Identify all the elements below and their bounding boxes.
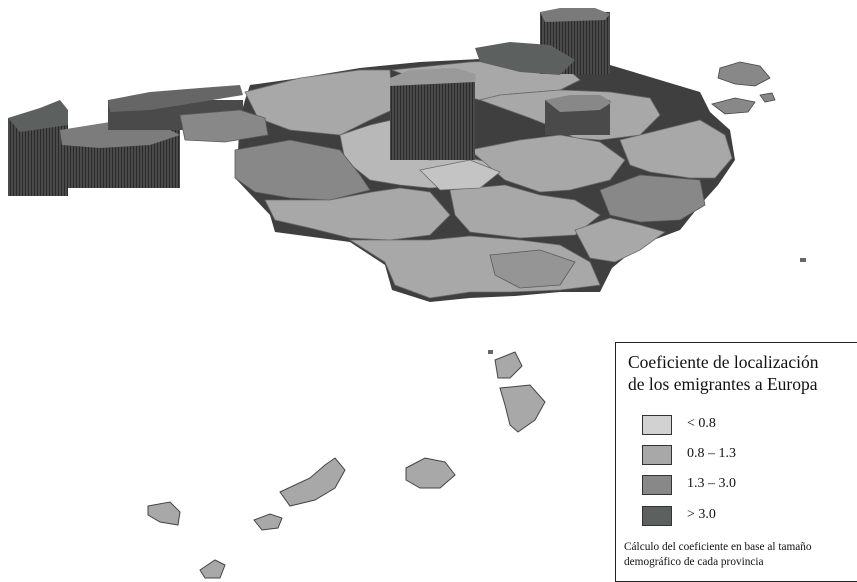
legend-label: 1.3 – 3.0 [687,476,736,491]
enclave-specks [488,258,806,354]
legend-item-1-3-3-0: 1.3 – 3.0 [642,475,842,497]
valencia-prism [545,95,612,135]
province-region [419,159,501,191]
map-legend: Coeficiente de localización de los emigr… [615,342,857,582]
province-region [489,249,576,289]
catalonia-prism [475,8,610,75]
legend-title: Coeficiente de localización de los emigr… [628,351,853,395]
province-region [244,69,393,136]
legend-label: > 3.0 [687,507,716,522]
legend-title-line-1: Coeficiente de localización [628,352,819,372]
legend-title-line-2: de los emigrantes a Europa [628,374,818,394]
legend-item-0-8-1-3: 0.8 – 1.3 [642,445,842,467]
province-region [574,217,666,263]
galicia-asturias [8,85,269,196]
canary-islands [147,351,546,579]
province-region [234,139,371,201]
madrid-prism [390,68,476,160]
legend-swatch [642,475,672,495]
legend-note: Cálculo del coeficiente en base al tamañ… [624,540,857,570]
legend-item-lt-0-8: < 0.8 [642,415,842,437]
province-region [619,119,733,179]
balearic-islands [711,61,776,115]
province-region [599,174,706,223]
legend-swatch [642,445,672,465]
province-region [449,184,601,239]
legend-label: < 0.8 [687,416,716,431]
legend-note-line-1: Cálculo del coeficiente en base al tamañ… [624,541,812,553]
legend-label: 0.8 – 1.3 [687,446,736,461]
province-region [469,134,626,193]
legend-swatch [642,415,672,435]
legend-note-line-2: demográfico de cada provincia [624,556,764,568]
province-region [264,187,451,241]
legend-swatch [642,506,672,526]
legend-item-gt-3-0: > 3.0 [642,506,842,528]
